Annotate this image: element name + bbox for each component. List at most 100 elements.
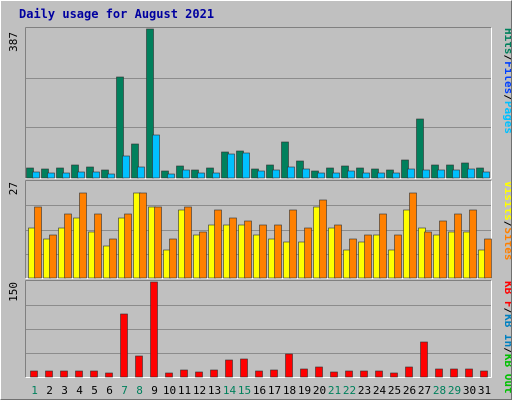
bar-sites-day-29 <box>454 213 462 279</box>
x-tick-label-day-17: 17 <box>268 384 281 397</box>
bar-hits-day-8 <box>131 143 139 179</box>
legend-separator: / <box>502 308 512 315</box>
x-tick-label-day-23: 23 <box>358 384 371 397</box>
x-tick-label-day-2: 2 <box>46 384 53 397</box>
bar-hits-day-9 <box>146 28 154 179</box>
bar-pages-day-15 <box>242 152 250 179</box>
bar-pages-day-31 <box>482 171 490 179</box>
x-tick-label-day-15: 15 <box>238 384 251 397</box>
x-tick-label-day-8: 8 <box>136 384 143 397</box>
bar-sites-day-24 <box>379 213 387 279</box>
x-tick-label-day-20: 20 <box>313 384 326 397</box>
bar-pages-day-5 <box>92 171 100 179</box>
x-tick-label-day-11: 11 <box>178 384 191 397</box>
bar-kb-f-day-22 <box>345 370 353 378</box>
bar-sites-day-6 <box>109 238 117 279</box>
bar-kb-f-day-15 <box>240 358 248 378</box>
legend-item-kb-out: KB Out <box>502 354 512 394</box>
bar-pages-day-9 <box>152 134 160 179</box>
legend-bottom: KB F/KB In/KB Out <box>502 281 512 394</box>
bar-kb-f-day-27 <box>420 341 428 378</box>
bar-kb-f-day-19 <box>300 368 308 378</box>
bar-kb-f-day-2 <box>45 370 53 378</box>
y-max-label-middle: 27 <box>7 182 20 195</box>
x-tick-label-day-28: 28 <box>433 384 446 397</box>
bar-sites-day-3 <box>64 213 72 279</box>
bar-kb-f-day-26 <box>405 366 413 378</box>
legend-item-visits: Visits <box>502 181 512 221</box>
bar-sites-day-19 <box>304 227 312 279</box>
bar-sites-day-18 <box>289 209 297 279</box>
bar-kb-f-day-14 <box>225 359 233 378</box>
bar-kb-f-day-9 <box>150 281 158 378</box>
bar-kb-f-day-28 <box>435 368 443 378</box>
x-tick-label-day-19: 19 <box>298 384 311 397</box>
bar-kb-f-day-4 <box>75 370 83 378</box>
bar-hits-day-27 <box>416 118 424 179</box>
bar-pages-day-17 <box>272 169 280 179</box>
bar-pages-day-7 <box>122 155 130 179</box>
legend-item-kb-in: KB In <box>502 314 512 347</box>
bar-kb-f-day-8 <box>135 355 143 378</box>
bar-pages-day-27 <box>422 169 430 179</box>
x-tick-label-day-30: 30 <box>463 384 476 397</box>
x-tick-label-day-16: 16 <box>253 384 266 397</box>
bar-kb-f-day-5 <box>90 370 98 378</box>
bar-kb-f-day-20 <box>315 366 323 378</box>
bar-pages-day-14 <box>227 153 235 179</box>
bar-pages-day-28 <box>437 169 445 179</box>
legend-separator: / <box>502 94 512 101</box>
bar-sites-day-1 <box>34 206 42 279</box>
x-tick-label-day-5: 5 <box>91 384 98 397</box>
bar-kb-f-day-3 <box>60 370 68 378</box>
bar-hits-day-18 <box>281 141 289 179</box>
bar-sites-day-30 <box>469 209 477 279</box>
x-tick-label-day-24: 24 <box>373 384 387 397</box>
bar-pages-day-16 <box>257 170 265 179</box>
bar-pages-day-23 <box>362 172 370 179</box>
bar-pages-day-13 <box>212 172 220 179</box>
legend-item-hits: Hits <box>502 28 512 55</box>
bar-pages-day-21 <box>332 172 340 179</box>
bar-pages-day-26 <box>407 168 415 179</box>
bar-sites-day-4 <box>79 192 87 279</box>
legend-item-kb-f: KB F <box>502 281 512 308</box>
bar-sites-day-17 <box>274 224 282 279</box>
x-tick-label-day-13: 13 <box>208 384 221 397</box>
bar-kb-f-day-25 <box>390 372 398 378</box>
x-tick-label-day-12: 12 <box>193 384 206 397</box>
bar-pages-day-11 <box>182 169 190 179</box>
x-tick-label-day-22: 22 <box>343 384 356 397</box>
bar-sites-day-31 <box>484 238 492 279</box>
bar-pages-day-3 <box>62 172 70 179</box>
bar-kb-f-day-23 <box>360 370 368 378</box>
x-tick-label-day-26: 26 <box>403 384 416 397</box>
bar-sites-day-27 <box>424 231 432 279</box>
bar-kb-f-day-31 <box>480 370 488 378</box>
bar-sites-day-15 <box>244 220 252 279</box>
x-tick-label-day-9: 9 <box>151 384 158 397</box>
bar-sites-day-21 <box>334 224 342 279</box>
bar-kb-f-day-10 <box>165 372 173 378</box>
bar-kb-f-day-17 <box>270 369 278 378</box>
bar-pages-day-25 <box>392 172 400 179</box>
bar-kb-f-day-24 <box>375 370 383 378</box>
bar-pages-day-1 <box>32 171 40 179</box>
bar-sites-day-23 <box>364 234 372 279</box>
x-tick-label-day-6: 6 <box>106 384 113 397</box>
y-max-label-top: 387 <box>7 32 20 52</box>
bar-sites-day-2 <box>49 234 57 279</box>
plot-area-top <box>26 28 491 178</box>
legend-separator: / <box>502 347 512 354</box>
bar-pages-day-18 <box>287 166 295 179</box>
bar-sites-day-9 <box>154 206 162 279</box>
legend-item-pages: Pages <box>502 101 512 134</box>
x-tick-label-day-1: 1 <box>31 384 38 397</box>
bar-pages-day-8 <box>137 166 145 179</box>
bar-sites-day-13 <box>214 209 222 279</box>
x-tick-label-day-4: 4 <box>76 384 83 397</box>
x-tick-label-day-31: 31 <box>478 384 491 397</box>
bar-kb-f-day-6 <box>105 372 113 378</box>
